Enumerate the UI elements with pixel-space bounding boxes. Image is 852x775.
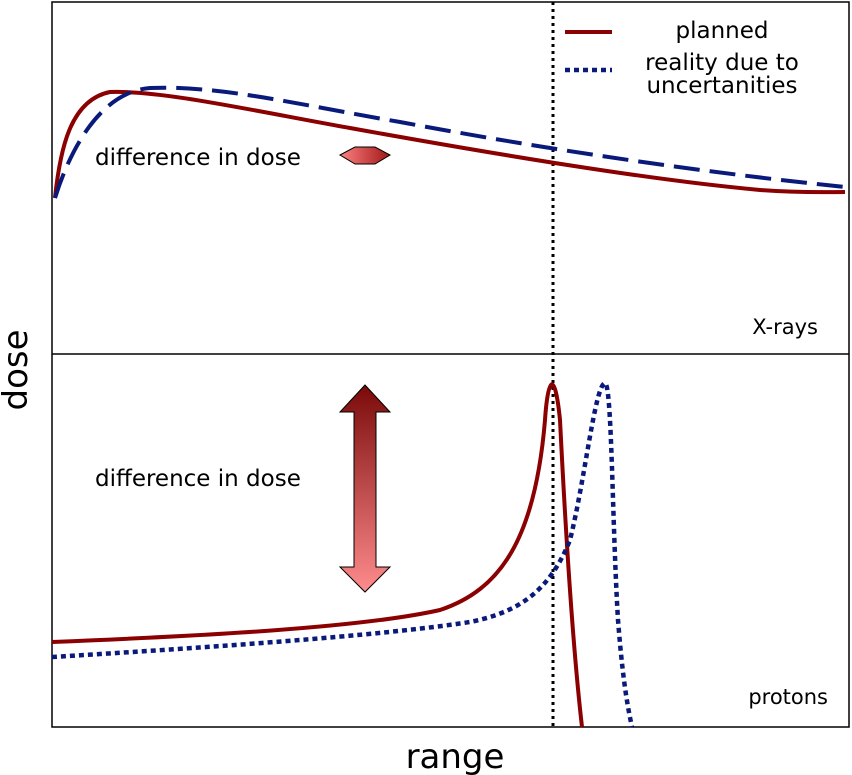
annotation: difference in dose: [95, 145, 301, 171]
small-arrow: [338, 146, 392, 165]
reality-curve: [51, 380, 635, 728]
x-axis-label: range: [406, 737, 505, 775]
y-axis-label: dose: [0, 329, 36, 410]
annotation: difference in dose: [95, 466, 301, 492]
panel-label: X-rays: [752, 315, 818, 339]
planned-curve: [51, 382, 584, 728]
big-arrow: [338, 384, 392, 593]
legend-label: planned: [676, 18, 769, 44]
legend-label: reality due to: [645, 50, 799, 76]
planned-curve: [53, 89, 846, 199]
legend-label: uncertanities: [646, 73, 797, 99]
reality-curve: [53, 85, 846, 199]
frame: [51, 1, 850, 728]
panel-label: protons: [748, 685, 828, 709]
